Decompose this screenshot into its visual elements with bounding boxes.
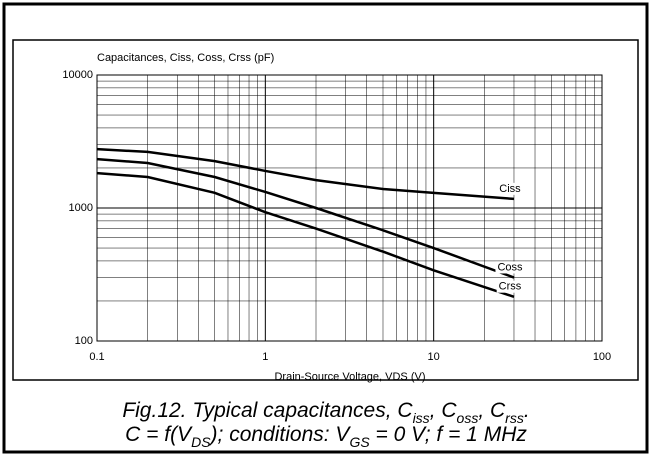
caption-part: , C (430, 399, 458, 422)
caption-part: , C (478, 399, 506, 422)
caption-part: rss (505, 410, 524, 426)
series-label-bg (497, 182, 524, 195)
caption-part: = 0 V; f = 1 MHz (370, 423, 528, 446)
chart-frame (12, 39, 639, 381)
x-tick-label: 0.1 (89, 351, 104, 363)
x-tick-label: 10 (428, 351, 440, 363)
series-label-bg (495, 261, 526, 274)
caption: Fig.12. Typical capacitances, Ciss, Coss… (122, 399, 529, 426)
y-tick-label: 100 (75, 335, 93, 347)
x-axis-label: Drain-Source Voltage, VDS (V) (274, 371, 425, 383)
caption-part: oss (457, 410, 479, 426)
series-label: Coss (497, 261, 523, 273)
series-label: Crss (499, 281, 522, 293)
caption: C = f(VDS); conditions: VGS = 0 V; f = 1… (125, 423, 527, 450)
caption-part: . (524, 399, 530, 422)
series-label: Ciss (499, 183, 521, 195)
caption-part: GS (349, 434, 370, 450)
series-line (96, 171, 515, 298)
series-line (96, 157, 515, 279)
series-label-bg (496, 280, 524, 293)
caption-part: DS (191, 434, 211, 450)
series-line (96, 147, 515, 201)
caption-part: Fig.12. Typical capacitances, C (122, 399, 413, 422)
x-tick-label: 1 (262, 351, 268, 363)
y-tick-label: 10000 (62, 69, 93, 81)
caption-part: C = f(V (125, 423, 193, 446)
caption-part: iss (413, 410, 430, 426)
x-tick-label: 100 (593, 351, 611, 363)
y-axis-label: Capacitances, Ciss, Coss, Crss (pF) (97, 52, 274, 64)
caption-part: ); conditions: V (208, 423, 352, 446)
y-tick-label: 1000 (69, 202, 93, 214)
